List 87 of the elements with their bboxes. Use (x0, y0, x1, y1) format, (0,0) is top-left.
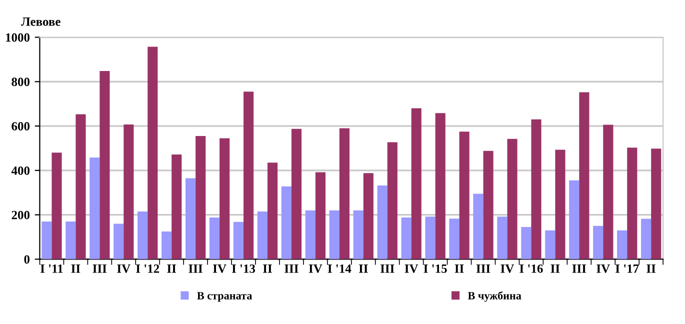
x-tick-label: I '13 (232, 264, 256, 273)
bar (569, 180, 580, 260)
bar (42, 221, 52, 260)
bar (425, 216, 436, 260)
x-tick-label: II (454, 264, 464, 273)
legend-label: В чужбина (468, 291, 522, 302)
bar (435, 113, 446, 260)
bar (196, 136, 206, 260)
bar (521, 227, 532, 260)
bar (162, 231, 172, 260)
legend-label: В страната (197, 292, 252, 302)
x-tick-label: II (167, 264, 176, 273)
bar (483, 150, 494, 260)
bar (473, 194, 484, 260)
x-tick-label: IV (213, 264, 226, 273)
x-tick-label: IV (308, 264, 322, 273)
bar (257, 211, 268, 260)
bar (124, 124, 134, 260)
bar (100, 70, 110, 260)
bar (497, 216, 508, 260)
bar (90, 158, 100, 260)
y-tick-label: 200 (12, 210, 30, 220)
y-tick-label: 1000 (6, 33, 30, 42)
bar (186, 178, 196, 260)
y-axis-title: Левове (21, 18, 60, 26)
bar (220, 138, 230, 260)
x-tick-label: IV (500, 264, 514, 273)
bar (138, 211, 148, 260)
bar (233, 222, 244, 260)
x-tick-label: III (572, 264, 586, 273)
y-tick-label: 600 (12, 122, 30, 130)
x-tick-label: III (476, 264, 490, 273)
bar (617, 230, 628, 260)
bar (387, 142, 398, 260)
y-tick-label: 0 (24, 255, 30, 264)
x-tick-label: IV (117, 264, 130, 273)
bar (114, 224, 124, 260)
bar (627, 148, 638, 260)
bar (148, 46, 158, 260)
bar (459, 132, 470, 260)
bar (545, 230, 556, 260)
x-tick-label: III (284, 264, 298, 273)
x-tick-label: I '15 (424, 264, 447, 273)
x-tick-label: IV (596, 264, 610, 273)
bar (641, 218, 652, 260)
bar (353, 210, 364, 260)
bar (281, 186, 292, 260)
y-tick-label: 400 (11, 166, 30, 175)
x-tick-label: I '12 (136, 264, 160, 273)
bar (291, 128, 302, 260)
x-tick-label: II (71, 264, 80, 273)
x-tick-label: III (380, 264, 394, 273)
x-tick-label: II (358, 264, 368, 273)
bar (52, 152, 62, 260)
y-tick-label: 800 (12, 78, 30, 86)
x-tick-label: I '16 (520, 264, 543, 273)
bar (339, 128, 350, 260)
bar (507, 138, 518, 260)
x-tick-label: IV (404, 264, 418, 273)
bar (267, 162, 278, 260)
bar (363, 173, 374, 260)
bar (315, 172, 326, 260)
bar (172, 154, 182, 260)
bar (329, 210, 340, 260)
x-tick-label: II (263, 264, 272, 273)
bar (603, 124, 614, 260)
bar (377, 186, 388, 260)
x-tick-label: I '17 (616, 264, 639, 273)
bar (66, 221, 76, 260)
bar (244, 92, 254, 260)
bar (401, 217, 412, 260)
bar (76, 114, 86, 260)
bar (305, 210, 316, 260)
x-tick-label: I '11 (40, 264, 63, 273)
x-tick-label: II (646, 264, 656, 273)
bar (209, 217, 220, 260)
x-tick-label: III (188, 264, 202, 273)
bar (593, 226, 604, 260)
bar (651, 148, 662, 260)
bar (531, 119, 542, 260)
bar (555, 150, 566, 260)
bar (411, 108, 422, 260)
bar (449, 218, 460, 260)
bar (579, 92, 590, 260)
x-tick-label: II (550, 264, 560, 273)
x-tick-label: III (92, 264, 107, 273)
x-tick-label: I '14 (328, 264, 352, 273)
